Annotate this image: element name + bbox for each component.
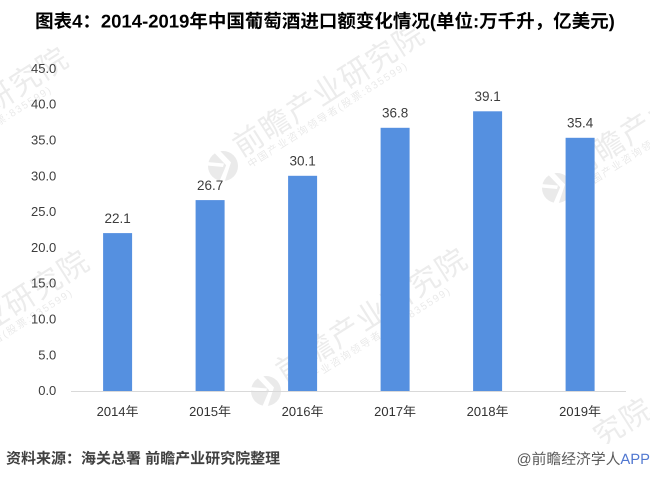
svg-text:39.1: 39.1 <box>474 89 500 104</box>
svg-text:20.0: 20.0 <box>31 240 56 255</box>
svg-text:36.8: 36.8 <box>382 106 408 121</box>
svg-text:35.4: 35.4 <box>567 116 594 131</box>
svg-text:22.1: 22.1 <box>104 211 130 226</box>
svg-text:0.0: 0.0 <box>38 383 56 398</box>
svg-text:35.0: 35.0 <box>31 132 56 147</box>
svg-text:40.0: 40.0 <box>31 97 56 112</box>
svg-text:15.0: 15.0 <box>31 276 56 291</box>
svg-text:26.7: 26.7 <box>197 178 223 193</box>
svg-text:30.1: 30.1 <box>289 154 315 169</box>
svg-text:45.0: 45.0 <box>31 61 56 76</box>
svg-text:25.0: 25.0 <box>31 204 56 219</box>
svg-text:5.0: 5.0 <box>38 347 56 362</box>
svg-text:30.0: 30.0 <box>31 168 56 183</box>
svg-text:10.0: 10.0 <box>31 312 56 327</box>
